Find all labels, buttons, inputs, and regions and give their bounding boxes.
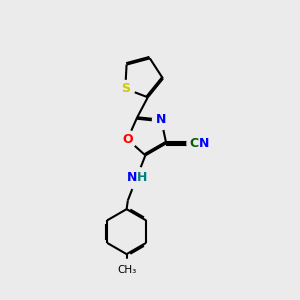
Text: N: N — [156, 113, 166, 126]
Text: H: H — [137, 171, 147, 184]
Text: C: C — [190, 137, 199, 150]
Text: N: N — [127, 171, 137, 184]
Text: CH₃: CH₃ — [117, 266, 136, 275]
Text: N: N — [199, 137, 209, 150]
Text: S: S — [121, 82, 130, 95]
Text: O: O — [122, 133, 133, 146]
